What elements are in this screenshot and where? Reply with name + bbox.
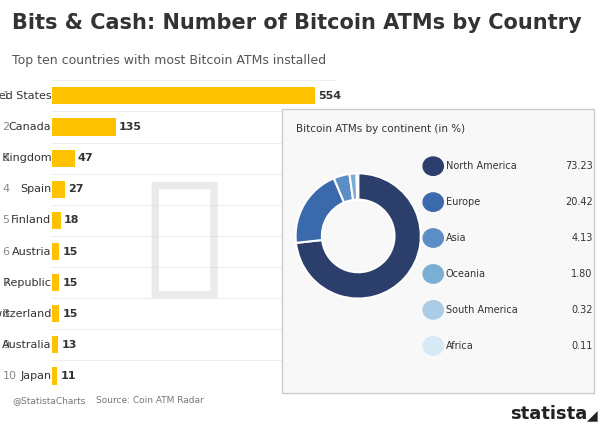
Bar bbox=[52, 368, 57, 384]
Text: Europe: Europe bbox=[446, 197, 480, 207]
Text: 18: 18 bbox=[64, 215, 79, 225]
Bar bbox=[52, 305, 60, 322]
Text: 4: 4 bbox=[2, 184, 10, 194]
Circle shape bbox=[423, 337, 443, 355]
Text: Source: Coin ATM Radar: Source: Coin ATM Radar bbox=[96, 396, 204, 405]
Bar bbox=[52, 243, 60, 260]
Text: 20.42: 20.42 bbox=[565, 197, 593, 207]
Text: 3: 3 bbox=[2, 153, 10, 163]
Text: @StatistaCharts: @StatistaCharts bbox=[12, 396, 85, 405]
Text: Top ten countries with most Bitcoin ATMs installed: Top ten countries with most Bitcoin ATMs… bbox=[12, 54, 326, 66]
Text: 1: 1 bbox=[2, 91, 10, 101]
Circle shape bbox=[423, 157, 443, 175]
Text: Australia: Australia bbox=[2, 340, 51, 350]
Text: United States: United States bbox=[0, 91, 51, 101]
Bar bbox=[52, 274, 60, 291]
Text: Austria: Austria bbox=[12, 247, 51, 257]
Text: Bitcoin ATMs by continent (in %): Bitcoin ATMs by continent (in %) bbox=[296, 124, 465, 135]
Text: North America: North America bbox=[446, 161, 517, 171]
Text: Spain: Spain bbox=[20, 184, 51, 194]
Bar bbox=[52, 212, 61, 229]
Circle shape bbox=[423, 301, 443, 319]
Text: 27: 27 bbox=[68, 184, 84, 194]
Circle shape bbox=[423, 193, 443, 211]
Text: 9: 9 bbox=[2, 340, 10, 350]
Text: Bits & Cash: Number of Bitcoin ATMs by Country: Bits & Cash: Number of Bitcoin ATMs by C… bbox=[12, 13, 582, 33]
Text: 5: 5 bbox=[2, 215, 10, 225]
Text: 13: 13 bbox=[61, 340, 76, 350]
Circle shape bbox=[423, 265, 443, 283]
Text: 15: 15 bbox=[62, 247, 78, 257]
Text: Japan: Japan bbox=[20, 371, 51, 381]
Bar bbox=[52, 181, 65, 198]
Text: statista: statista bbox=[510, 405, 587, 423]
Text: Oceania: Oceania bbox=[446, 269, 486, 279]
Text: Czech Republic: Czech Republic bbox=[0, 278, 51, 287]
Text: United Kingdom: United Kingdom bbox=[0, 153, 51, 163]
Bar bbox=[52, 88, 315, 104]
Text: Finland: Finland bbox=[11, 215, 51, 225]
Text: 6: 6 bbox=[2, 247, 10, 257]
Text: Asia: Asia bbox=[446, 233, 467, 243]
Text: Canada: Canada bbox=[8, 122, 51, 132]
Bar bbox=[52, 336, 58, 353]
Text: 0.32: 0.32 bbox=[571, 305, 593, 315]
Text: 0.11: 0.11 bbox=[571, 341, 593, 351]
Text: 15: 15 bbox=[62, 278, 78, 287]
Text: Switzerland: Switzerland bbox=[0, 309, 51, 319]
Wedge shape bbox=[356, 173, 358, 199]
Text: 7: 7 bbox=[2, 278, 10, 287]
Text: 8: 8 bbox=[2, 309, 10, 319]
Text: 4.13: 4.13 bbox=[571, 233, 593, 243]
Wedge shape bbox=[296, 178, 344, 243]
Text: 73.23: 73.23 bbox=[565, 161, 593, 171]
Circle shape bbox=[423, 229, 443, 247]
Text: 11: 11 bbox=[60, 371, 76, 381]
Text: 135: 135 bbox=[119, 122, 142, 132]
Text: 1.80: 1.80 bbox=[571, 269, 593, 279]
Bar bbox=[52, 118, 116, 136]
Text: Africa: Africa bbox=[446, 341, 474, 351]
Wedge shape bbox=[296, 173, 421, 299]
Text: 10: 10 bbox=[2, 371, 16, 381]
Text: South America: South America bbox=[446, 305, 518, 315]
Bar bbox=[52, 150, 75, 167]
Text: 47: 47 bbox=[78, 153, 93, 163]
Text: 15: 15 bbox=[62, 309, 78, 319]
Text: 2: 2 bbox=[2, 122, 10, 132]
Wedge shape bbox=[349, 173, 357, 200]
Text: ◢: ◢ bbox=[587, 408, 598, 423]
FancyBboxPatch shape bbox=[282, 109, 594, 393]
Wedge shape bbox=[334, 174, 353, 202]
Text: ₿: ₿ bbox=[144, 174, 223, 301]
Text: 554: 554 bbox=[318, 91, 341, 101]
